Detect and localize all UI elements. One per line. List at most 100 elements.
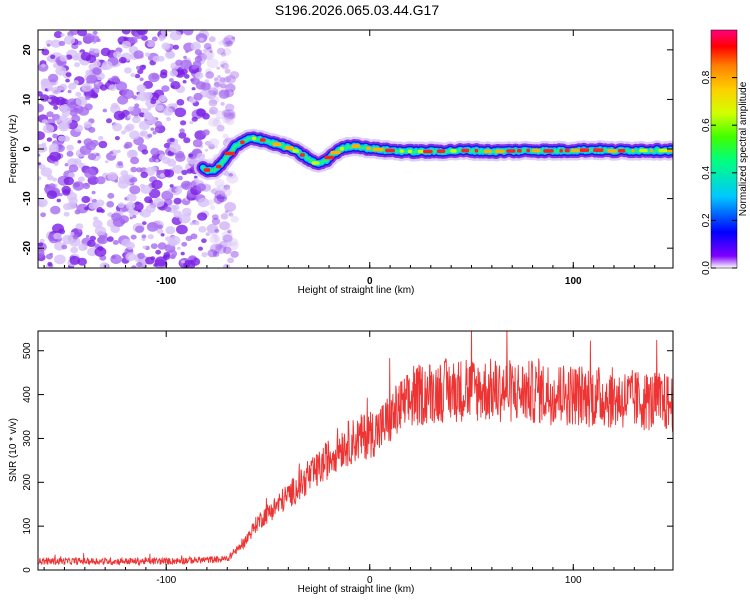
noise-blob	[220, 186, 232, 197]
noise-blob	[223, 41, 231, 48]
noise-blob	[81, 195, 90, 204]
trace-hotspot	[351, 144, 361, 148]
noise-blob	[183, 55, 187, 59]
noise-blob	[112, 123, 123, 132]
noise-blob	[227, 257, 235, 264]
noise-blob	[88, 202, 98, 210]
noise-blob	[180, 120, 187, 126]
noise-blob	[100, 209, 105, 213]
noise-blob	[201, 51, 213, 61]
noise-blob	[215, 110, 226, 120]
noise-blob	[219, 90, 230, 99]
noise-blob	[47, 261, 53, 267]
noise-blob	[226, 170, 237, 179]
noise-blob	[212, 251, 220, 257]
noise-blob	[155, 249, 162, 255]
noise-blob	[198, 246, 203, 251]
colorbar-tick-label: 0.4	[701, 165, 712, 179]
noise-blob	[197, 212, 208, 221]
noise-blob	[219, 221, 231, 231]
noise-blob	[214, 117, 220, 122]
noise-blob	[78, 176, 85, 182]
noise-blob	[220, 52, 227, 57]
y-tick-label: 0	[22, 146, 33, 152]
noise-blob	[216, 124, 225, 132]
noise-blob	[219, 77, 226, 83]
noise-blob	[89, 235, 97, 241]
noise-blob	[132, 201, 144, 212]
noise-blob	[135, 167, 143, 173]
trace-hotspot	[311, 161, 320, 165]
noise-blob	[231, 36, 236, 40]
noise-blob	[228, 172, 233, 177]
noise-blob	[175, 153, 186, 162]
noise-blob	[87, 153, 97, 161]
noise-blob	[181, 241, 188, 247]
noise-blob	[221, 114, 233, 124]
snr-line-group	[38, 331, 673, 567]
noise-blob	[148, 157, 155, 163]
noise-blob	[169, 30, 182, 41]
noise-blob	[138, 120, 151, 130]
noise-blob	[107, 80, 111, 84]
trace-hotspot	[517, 149, 522, 153]
noise-blob	[182, 183, 189, 189]
noise-blob	[112, 240, 119, 245]
trace-hotspot	[339, 147, 344, 151]
noise-blob	[108, 84, 117, 91]
noise-blob	[208, 87, 219, 96]
noise-blob	[199, 37, 205, 42]
noise-blob	[196, 108, 207, 117]
noise-blob	[208, 36, 216, 43]
noise-blob	[208, 138, 220, 147]
noise-blob	[213, 81, 221, 88]
noise-blob	[65, 78, 70, 83]
noise-blob	[130, 73, 136, 78]
noise-blob	[111, 102, 119, 109]
noise-blob	[109, 151, 114, 155]
noise-blob	[223, 240, 232, 248]
noise-blob	[38, 164, 46, 170]
noise-blob	[140, 171, 148, 179]
trace-hotspot	[571, 148, 580, 153]
noise-blob	[136, 30, 148, 36]
trace-hotspot	[593, 148, 604, 152]
noise-blob	[48, 143, 59, 153]
spectrogram-ylabel: Frequency (Hz)	[8, 115, 19, 184]
noise-blob	[80, 52, 92, 61]
noise-blob	[170, 81, 181, 90]
noise-blob	[84, 206, 89, 211]
noise-blob	[221, 109, 231, 117]
noise-blob	[134, 73, 141, 79]
noise-blob	[122, 174, 130, 180]
noise-blob	[53, 105, 59, 110]
noise-blob	[161, 190, 174, 201]
noise-blob	[119, 215, 129, 224]
noise-blob	[152, 130, 157, 135]
noise-blob	[227, 237, 239, 247]
noise-blob	[176, 224, 188, 235]
noise-blob	[94, 226, 107, 236]
noise-blob	[177, 175, 183, 181]
trace-hotspot	[284, 146, 294, 150]
noise-blob	[137, 91, 149, 102]
noise-blob	[214, 190, 226, 200]
noise-blob	[169, 254, 176, 260]
noise-blob	[213, 186, 222, 194]
noise-blob	[186, 168, 193, 174]
noise-blob	[47, 86, 53, 92]
noise-blob	[61, 244, 68, 250]
noise-blob	[225, 103, 235, 112]
noise-blob	[182, 207, 192, 216]
noise-blob	[38, 248, 45, 259]
noise-blob	[46, 190, 58, 199]
noise-blob	[85, 234, 90, 238]
y-tick-label: 20	[22, 44, 33, 56]
noise-blob	[77, 140, 82, 144]
noise-blob	[55, 66, 67, 76]
noise-blob	[72, 234, 79, 240]
noise-blob	[222, 196, 226, 200]
noise-blob	[53, 232, 62, 240]
noise-blob	[81, 83, 93, 92]
colorbar-tick-label: 0.6	[701, 118, 712, 132]
